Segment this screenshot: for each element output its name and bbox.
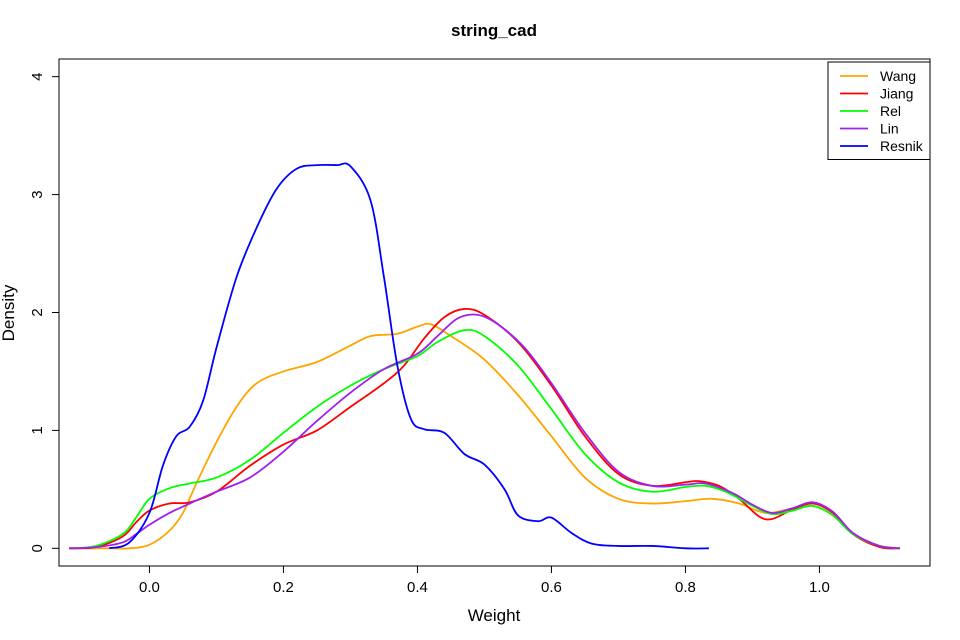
x-axis: 0.0 0.2 0.4 0.6 0.8 1.0 <box>139 565 830 596</box>
chart-title: string_cad <box>451 21 537 40</box>
series-line-rel <box>68 328 900 550</box>
y-axis: 0 1 2 3 4 <box>29 73 60 552</box>
x-axis-label: Weight <box>468 606 521 625</box>
y-tick-label: 0 <box>29 544 46 552</box>
y-axis-label: Density <box>0 284 18 341</box>
series-line-lin <box>69 313 900 550</box>
legend-label-resnik: Resnik <box>880 138 924 154</box>
y-tick-label: 1 <box>29 426 46 434</box>
series-line-jiang <box>69 307 900 550</box>
x-tick-label: 0.0 <box>139 579 160 596</box>
series-line-resnik <box>108 162 709 550</box>
y-tick-label: 2 <box>29 308 46 316</box>
legend-label-jiang: Jiang <box>880 86 913 102</box>
y-tick-label: 4 <box>29 73 46 81</box>
y-tick-label: 3 <box>29 190 46 198</box>
x-tick-label: 0.2 <box>273 579 294 596</box>
x-tick-label: 0.6 <box>541 579 562 596</box>
series-group <box>68 162 900 550</box>
x-tick-label: 0.4 <box>407 579 428 596</box>
legend-label-rel: Rel <box>880 103 901 119</box>
x-tick-label: 1.0 <box>809 579 830 596</box>
x-tick-label: 0.8 <box>675 579 696 596</box>
legend-label-wang: Wang <box>880 68 916 84</box>
legend-label-lin: Lin <box>880 121 899 137</box>
